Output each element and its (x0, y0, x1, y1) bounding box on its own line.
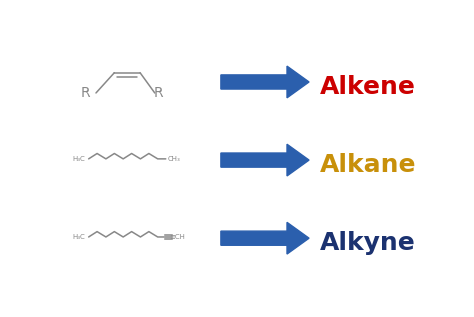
FancyArrow shape (221, 222, 309, 254)
Text: H₃C: H₃C (72, 156, 85, 162)
FancyArrow shape (221, 66, 309, 98)
Text: CH₃: CH₃ (168, 156, 181, 162)
Text: R: R (154, 86, 163, 100)
Text: Alkyne: Alkyne (320, 231, 416, 255)
FancyArrow shape (221, 144, 309, 176)
Text: H₃C: H₃C (72, 234, 85, 240)
Text: ≡CH: ≡CH (169, 234, 185, 240)
Text: Alkene: Alkene (320, 75, 416, 99)
Text: Alkane: Alkane (319, 153, 416, 177)
Text: R: R (80, 86, 90, 100)
